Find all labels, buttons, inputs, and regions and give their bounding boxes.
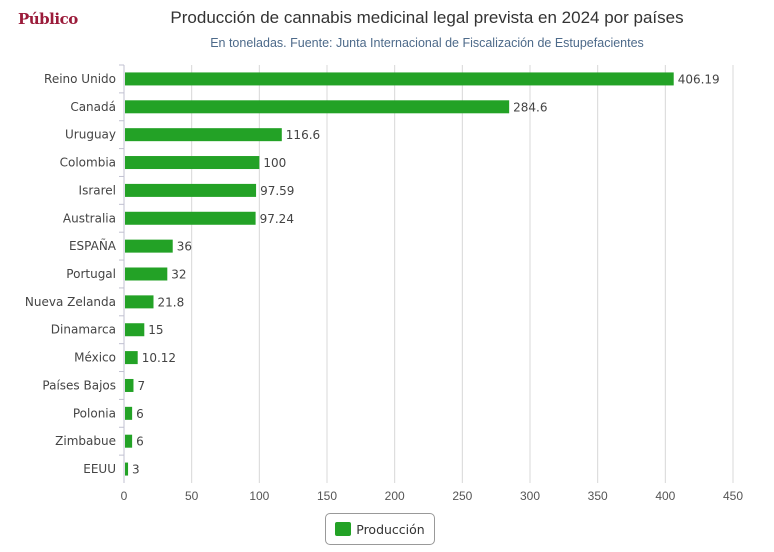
bar [125, 128, 282, 142]
x-tick-label: 50 [185, 489, 199, 503]
x-tick-label: 300 [520, 489, 540, 503]
bar [125, 351, 138, 365]
publico-logo: Público [18, 10, 78, 28]
data-label: 6 [136, 435, 144, 449]
x-tick-label: 200 [385, 489, 405, 503]
chart-subtitle: En toneladas. Fuente: Junta Internaciona… [210, 36, 644, 50]
y-tick-label: Uruguay [65, 128, 116, 142]
data-label: 406.19 [678, 72, 720, 86]
data-label: 32 [171, 268, 186, 282]
data-label: 97.59 [260, 184, 294, 198]
legend-label: Producción [356, 521, 425, 537]
x-tick-label: 250 [452, 489, 472, 503]
x-tick-label: 100 [249, 489, 269, 503]
data-label: 7 [137, 379, 145, 393]
data-label: 15 [148, 323, 163, 337]
y-tick-label: Israrel [79, 183, 116, 197]
y-tick-label: Canadá [70, 100, 116, 114]
data-label: 10.12 [142, 351, 176, 365]
bar [125, 183, 257, 197]
chart-title: Producción de cannabis medicinal legal p… [170, 8, 684, 27]
bar [125, 323, 145, 337]
data-label: 116.6 [286, 128, 320, 142]
bar [125, 434, 133, 448]
y-tick-label: Zimbabue [55, 434, 116, 448]
y-tick-label: Polonia [73, 406, 116, 420]
x-tick-label: 450 [723, 489, 743, 503]
y-tick-label: Nueva Zelanda [25, 295, 116, 309]
bar [125, 295, 154, 309]
bar [125, 239, 173, 253]
y-tick-label: Reino Unido [44, 72, 116, 86]
data-label: 3 [132, 463, 140, 477]
x-tick-label: 400 [655, 489, 675, 503]
x-tick-label: 150 [317, 489, 337, 503]
bar [125, 267, 168, 281]
y-tick-label: Dinamarca [51, 323, 116, 337]
bar [125, 378, 134, 392]
data-label: 6 [136, 407, 144, 421]
y-tick-label: México [74, 351, 116, 365]
legend-item-produccion[interactable]: Producción [325, 513, 435, 545]
bar [125, 156, 260, 170]
x-tick-label: 0 [121, 489, 128, 503]
y-tick-label: Países Bajos [42, 378, 116, 392]
x-tick-label: 350 [588, 489, 608, 503]
bar [125, 406, 133, 420]
y-tick-label: Portugal [66, 267, 116, 281]
bar [125, 462, 129, 476]
y-tick-label: ESPAÑA [69, 238, 117, 253]
data-label: 284.6 [513, 100, 547, 114]
data-label: 21.8 [158, 295, 185, 309]
y-tick-label: EEUU [83, 462, 116, 476]
data-label: 100 [263, 156, 286, 170]
legend-swatch [335, 522, 352, 536]
y-tick-label: Australia [63, 211, 116, 225]
y-tick-label: Colombia [60, 156, 116, 170]
bar [125, 100, 510, 114]
data-label: 97.24 [260, 212, 294, 226]
bar [125, 72, 674, 86]
data-label: 36 [177, 240, 192, 254]
bar [125, 211, 256, 225]
